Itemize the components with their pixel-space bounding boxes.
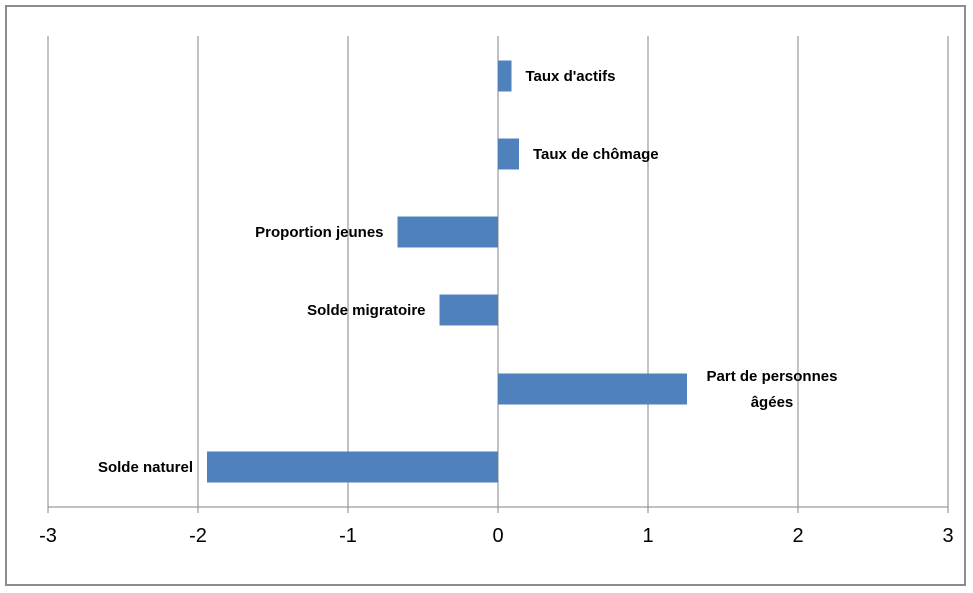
x-axis xyxy=(47,506,949,513)
gridlines xyxy=(47,36,949,507)
x-tick-label: 0 xyxy=(492,525,503,547)
bar xyxy=(498,373,687,405)
x-tick-label: 1 xyxy=(642,525,653,547)
bars xyxy=(207,60,687,483)
bar-label: Solde naturel xyxy=(98,459,193,476)
bar-label: Taux de chômage xyxy=(533,146,659,163)
bar-label: Solde migratoire xyxy=(307,302,425,319)
x-tick-label: -3 xyxy=(39,525,57,547)
bar xyxy=(397,216,498,248)
bar xyxy=(498,60,512,92)
x-tick-label: 3 xyxy=(942,525,953,547)
bar xyxy=(207,451,498,483)
bar xyxy=(439,294,498,326)
tick-labels: -3 -2 -1 0 1 2 3 xyxy=(39,525,953,547)
x-tick-label: -1 xyxy=(339,525,357,547)
bar-label: Part de personnes âgées xyxy=(707,368,838,411)
bar xyxy=(498,138,519,170)
bar-label-line: âgées xyxy=(751,394,794,411)
x-tick-label: -2 xyxy=(189,525,207,547)
bar-label-line: Part de personnes xyxy=(707,368,838,385)
bar-label: Taux d'actifs xyxy=(526,68,616,85)
x-tick-label: 2 xyxy=(792,525,803,547)
bar-label: Proportion jeunes xyxy=(255,224,383,241)
bar-labels: Taux d'actifs Taux de chômage Proportion j… xyxy=(98,68,837,476)
